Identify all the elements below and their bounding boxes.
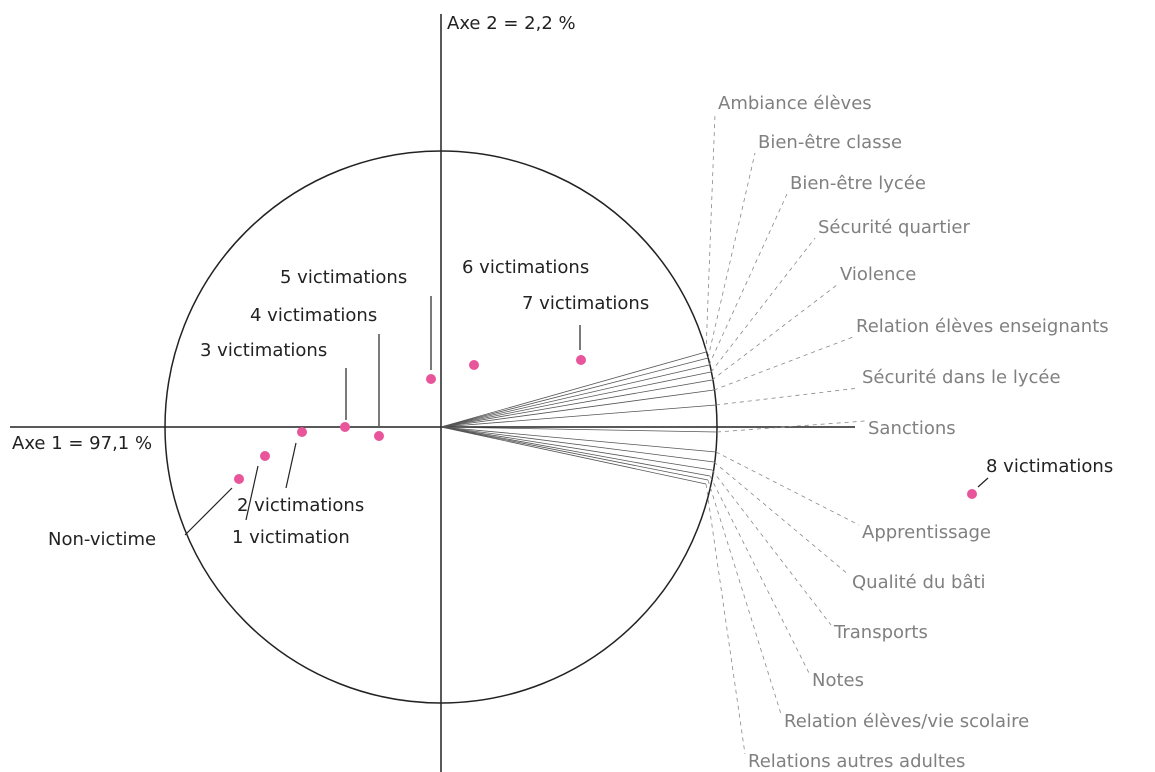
point-label: 3 victimations — [200, 340, 327, 361]
variable-ray — [440, 426, 713, 471]
variable-leader — [705, 113, 716, 353]
point-label: 2 victimations — [237, 495, 364, 516]
variable-label: Sécurité dans le lycée — [862, 367, 1061, 388]
point — [297, 427, 307, 437]
variable-leader — [711, 469, 832, 626]
variable-leader — [716, 420, 866, 433]
point-label: 7 victimations — [522, 293, 649, 314]
variable-label: Notes — [812, 670, 864, 691]
variable-leader — [708, 193, 788, 366]
point-label: 1 victimation — [232, 527, 350, 548]
point — [967, 489, 977, 499]
variable-ray — [440, 371, 712, 428]
variable-label: Bien-être classe — [758, 132, 902, 153]
point — [426, 374, 436, 384]
variable-leader — [715, 451, 860, 526]
variable-label: Sanctions — [868, 418, 956, 439]
variable-leader — [713, 461, 850, 576]
point-label: 5 victimations — [280, 267, 407, 288]
variable-label: Sécurité quartier — [818, 217, 970, 238]
point-leader — [245, 465, 259, 521]
variable-label: Relation élèves enseignants — [856, 316, 1109, 337]
point-label: 4 victimations — [250, 305, 377, 326]
variable-label: Relation élèves/vie scolaire — [784, 711, 1029, 732]
point-leader — [977, 477, 989, 488]
variable-leader — [710, 237, 816, 373]
point — [260, 451, 270, 461]
point — [234, 474, 244, 484]
variable-leader — [713, 336, 854, 391]
variable-leader — [711, 284, 838, 381]
point-leader — [285, 442, 297, 489]
variable-label: Violence — [840, 264, 916, 285]
variable-ray — [440, 426, 717, 453]
variable-label: Ambiance élèves — [718, 93, 872, 114]
variable-ray — [440, 364, 710, 428]
variable-label: Bien-être lycée — [790, 173, 926, 194]
variable-label: Transports — [833, 622, 928, 643]
variable-label: Apprentissage — [862, 522, 991, 543]
variable-ray — [440, 426, 715, 463]
variable-ray — [440, 426, 707, 485]
axis-2-label: Axe 2 = 2,2 % — [447, 13, 576, 34]
variable-leader — [715, 387, 860, 406]
variable-label: Relations autres adultes — [748, 751, 965, 772]
point-label: Non-victime — [48, 529, 156, 550]
variable-leader — [705, 483, 746, 755]
variable-ray — [440, 351, 707, 428]
variable-ray — [440, 404, 717, 428]
variable-leader — [707, 152, 756, 359]
point-label: 8 victimations — [986, 456, 1113, 477]
point — [374, 431, 384, 441]
point — [469, 360, 479, 370]
variable-ray — [440, 357, 709, 428]
variable-leader — [709, 475, 810, 674]
variable-ray — [440, 426, 709, 481]
variable-ray — [440, 426, 711, 477]
axis-1-label: Axe 1 = 97,1 % — [12, 433, 152, 454]
variable-ray — [440, 379, 713, 428]
point — [576, 355, 586, 365]
variable-ray — [440, 426, 718, 433]
variable-ray — [440, 389, 715, 428]
variable-leader — [707, 479, 782, 715]
point-label: 6 victimations — [462, 257, 589, 278]
variable-label: Qualité du bâti — [852, 572, 986, 593]
point — [340, 422, 350, 432]
point-leader — [184, 487, 233, 536]
